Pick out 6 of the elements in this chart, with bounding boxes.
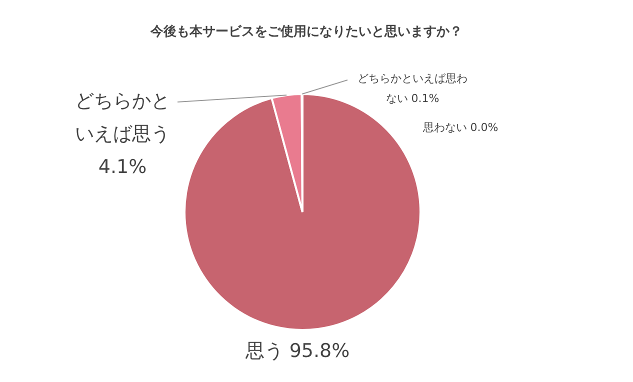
data-label: 4.1% xyxy=(98,156,147,178)
slice-label: どちらかといえば思わない 0.1% xyxy=(358,72,468,105)
slice-label: どちらかといえば思う xyxy=(75,90,170,145)
category-label: 思わない 0.0% xyxy=(422,120,498,134)
chart-title: 今後も本サービスをご使用になりたいと思いますか？ xyxy=(150,23,462,40)
slice-label: 思う 95.8% xyxy=(244,340,350,362)
